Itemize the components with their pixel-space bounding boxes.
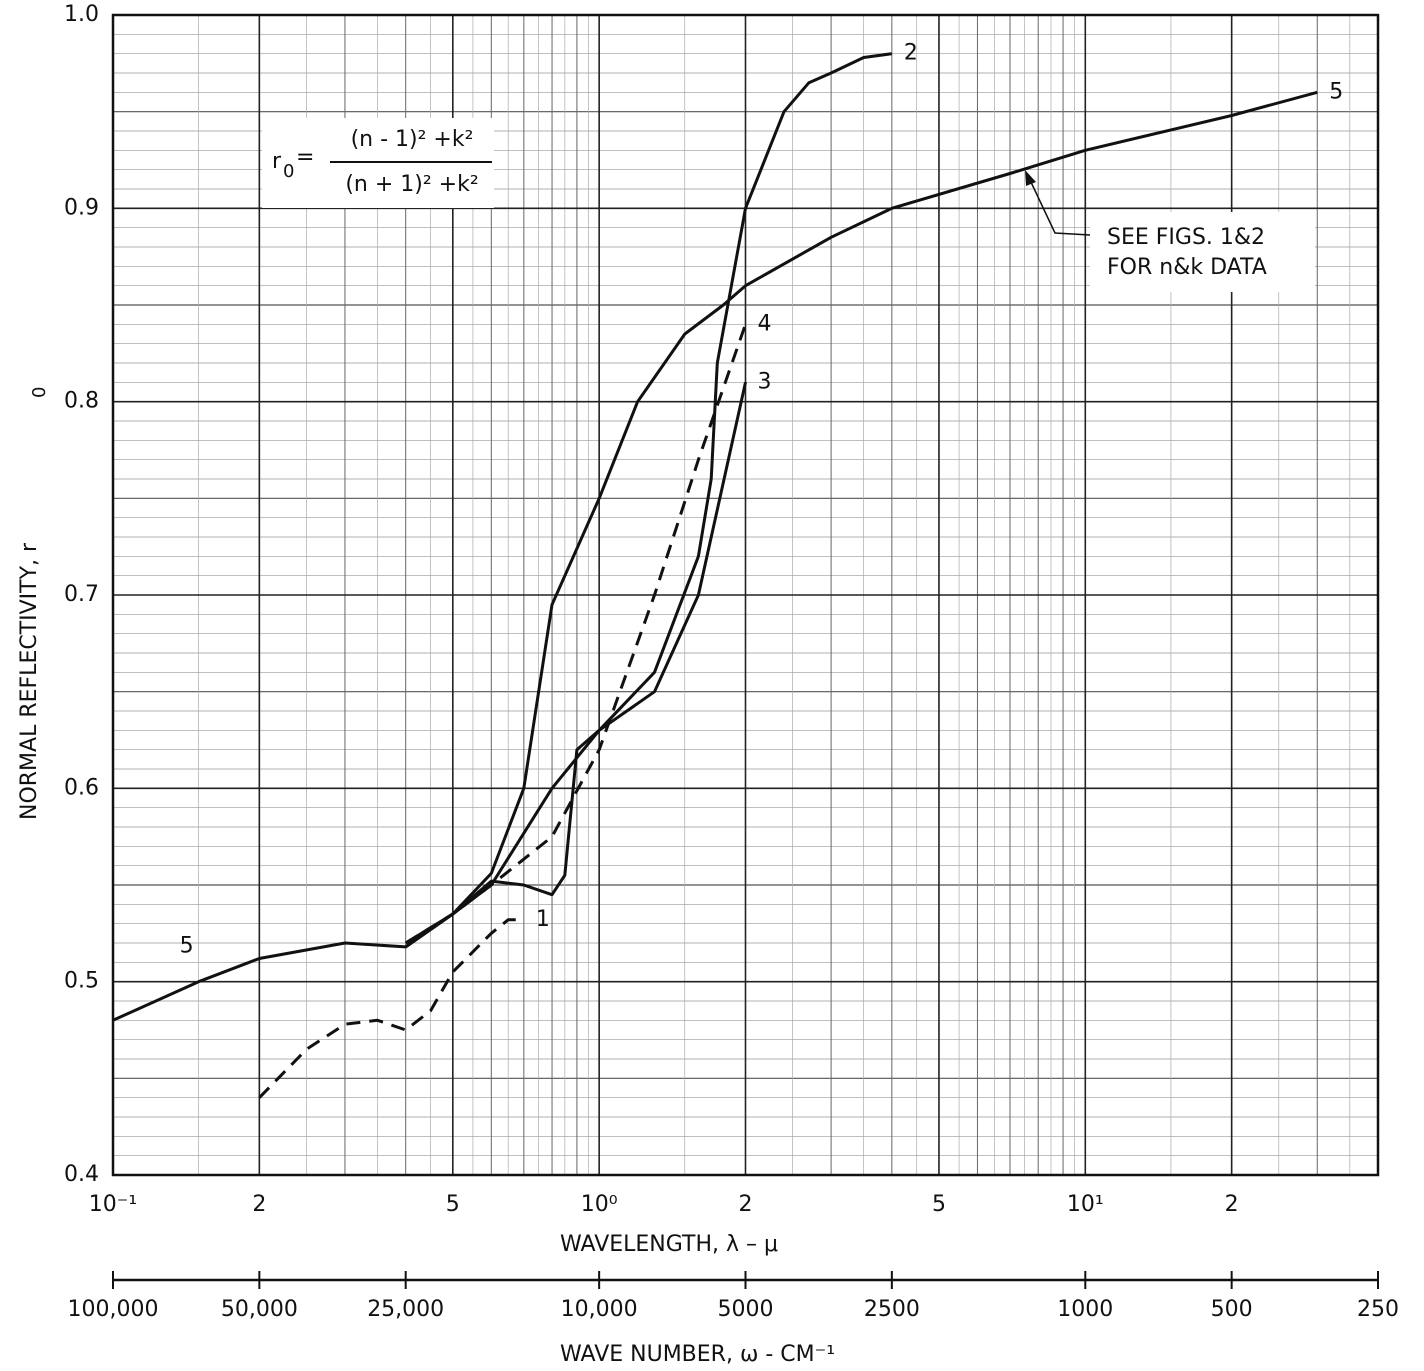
x2-tick-label: 50,000	[221, 1297, 298, 1322]
x-tick-label: 2	[1225, 1192, 1239, 1217]
x-tick-label: 5	[446, 1192, 460, 1217]
arrow-head	[1025, 170, 1036, 186]
series-line	[404, 323, 747, 945]
y-axis-sub-group: 0	[29, 387, 50, 398]
x2-axis-title: WAVE NUMBER, ω - CM⁻¹	[560, 1342, 835, 1367]
x-tick-label: 2	[252, 1192, 266, 1217]
x-tick-label: 10¹	[1067, 1192, 1104, 1217]
x2-tick-label: 5000	[718, 1297, 774, 1322]
series-line	[258, 918, 524, 1099]
formula-box: r 0 = (n - 1)² +k² (n + 1)² +k²	[262, 118, 494, 208]
note-bg	[1090, 212, 1315, 292]
note-box: SEE FIGS. 1&2 FOR n&k DATA	[1025, 170, 1315, 292]
x-axis-title: WAVELENGTH, λ – μ	[560, 1232, 778, 1257]
y-tick-label: 0.4	[64, 1162, 99, 1187]
y-tick-label: 0.8	[64, 389, 99, 414]
x-tick-label: 5	[932, 1192, 946, 1217]
series-label: 2	[904, 41, 918, 66]
series-line	[404, 52, 893, 949]
y-tick-label: 0.6	[64, 775, 99, 800]
series-label: 3	[758, 369, 772, 394]
formula-numerator: (n - 1)² +k²	[351, 127, 474, 152]
x2-tick-label: 2500	[864, 1297, 920, 1322]
y-tick-label: 0.5	[64, 969, 99, 994]
series-label: 5	[1329, 79, 1343, 104]
formula-denominator: (n + 1)² +k²	[345, 172, 478, 197]
note-arrow	[1029, 179, 1091, 236]
x2-tick-label: 10,000	[561, 1297, 638, 1322]
x-tick-label: 10⁰	[581, 1192, 618, 1217]
series-line	[112, 90, 1318, 1022]
series-label: 5	[180, 934, 194, 959]
x2-tick-label: 1000	[1057, 1297, 1113, 1322]
series-line	[404, 381, 747, 945]
y-axis-title: NORMAL REFLECTIVITY, r	[17, 542, 42, 820]
x-tick-label: 10⁻¹	[89, 1192, 137, 1217]
plot-frame	[111, 13, 1380, 1177]
y-tick-label: 0.7	[64, 582, 99, 607]
x2-tick-label: 100,000	[68, 1297, 159, 1322]
x2-tick-label: 500	[1211, 1297, 1253, 1322]
formula-equals: =	[296, 145, 314, 170]
grid	[112, 14, 1378, 1176]
series-label: 1	[536, 907, 550, 932]
formula-sub: 0	[283, 161, 294, 182]
y-tick-label: 0.9	[64, 195, 99, 220]
y-axis-title-sub: 0	[29, 387, 50, 398]
y-axis-title-group: NORMAL REFLECTIVITY, r	[17, 542, 42, 820]
y-tick-label: 1.0	[64, 2, 99, 27]
formula-lhs: r	[272, 149, 282, 174]
x2-tick-label: 25,000	[367, 1297, 444, 1322]
note-line: FOR n&k DATA	[1107, 255, 1267, 280]
x2-tick-label: 250	[1357, 1297, 1399, 1322]
x-tick-label: 2	[739, 1192, 753, 1217]
note-line: SEE FIGS. 1&2	[1107, 225, 1265, 250]
series-label: 4	[758, 311, 772, 336]
